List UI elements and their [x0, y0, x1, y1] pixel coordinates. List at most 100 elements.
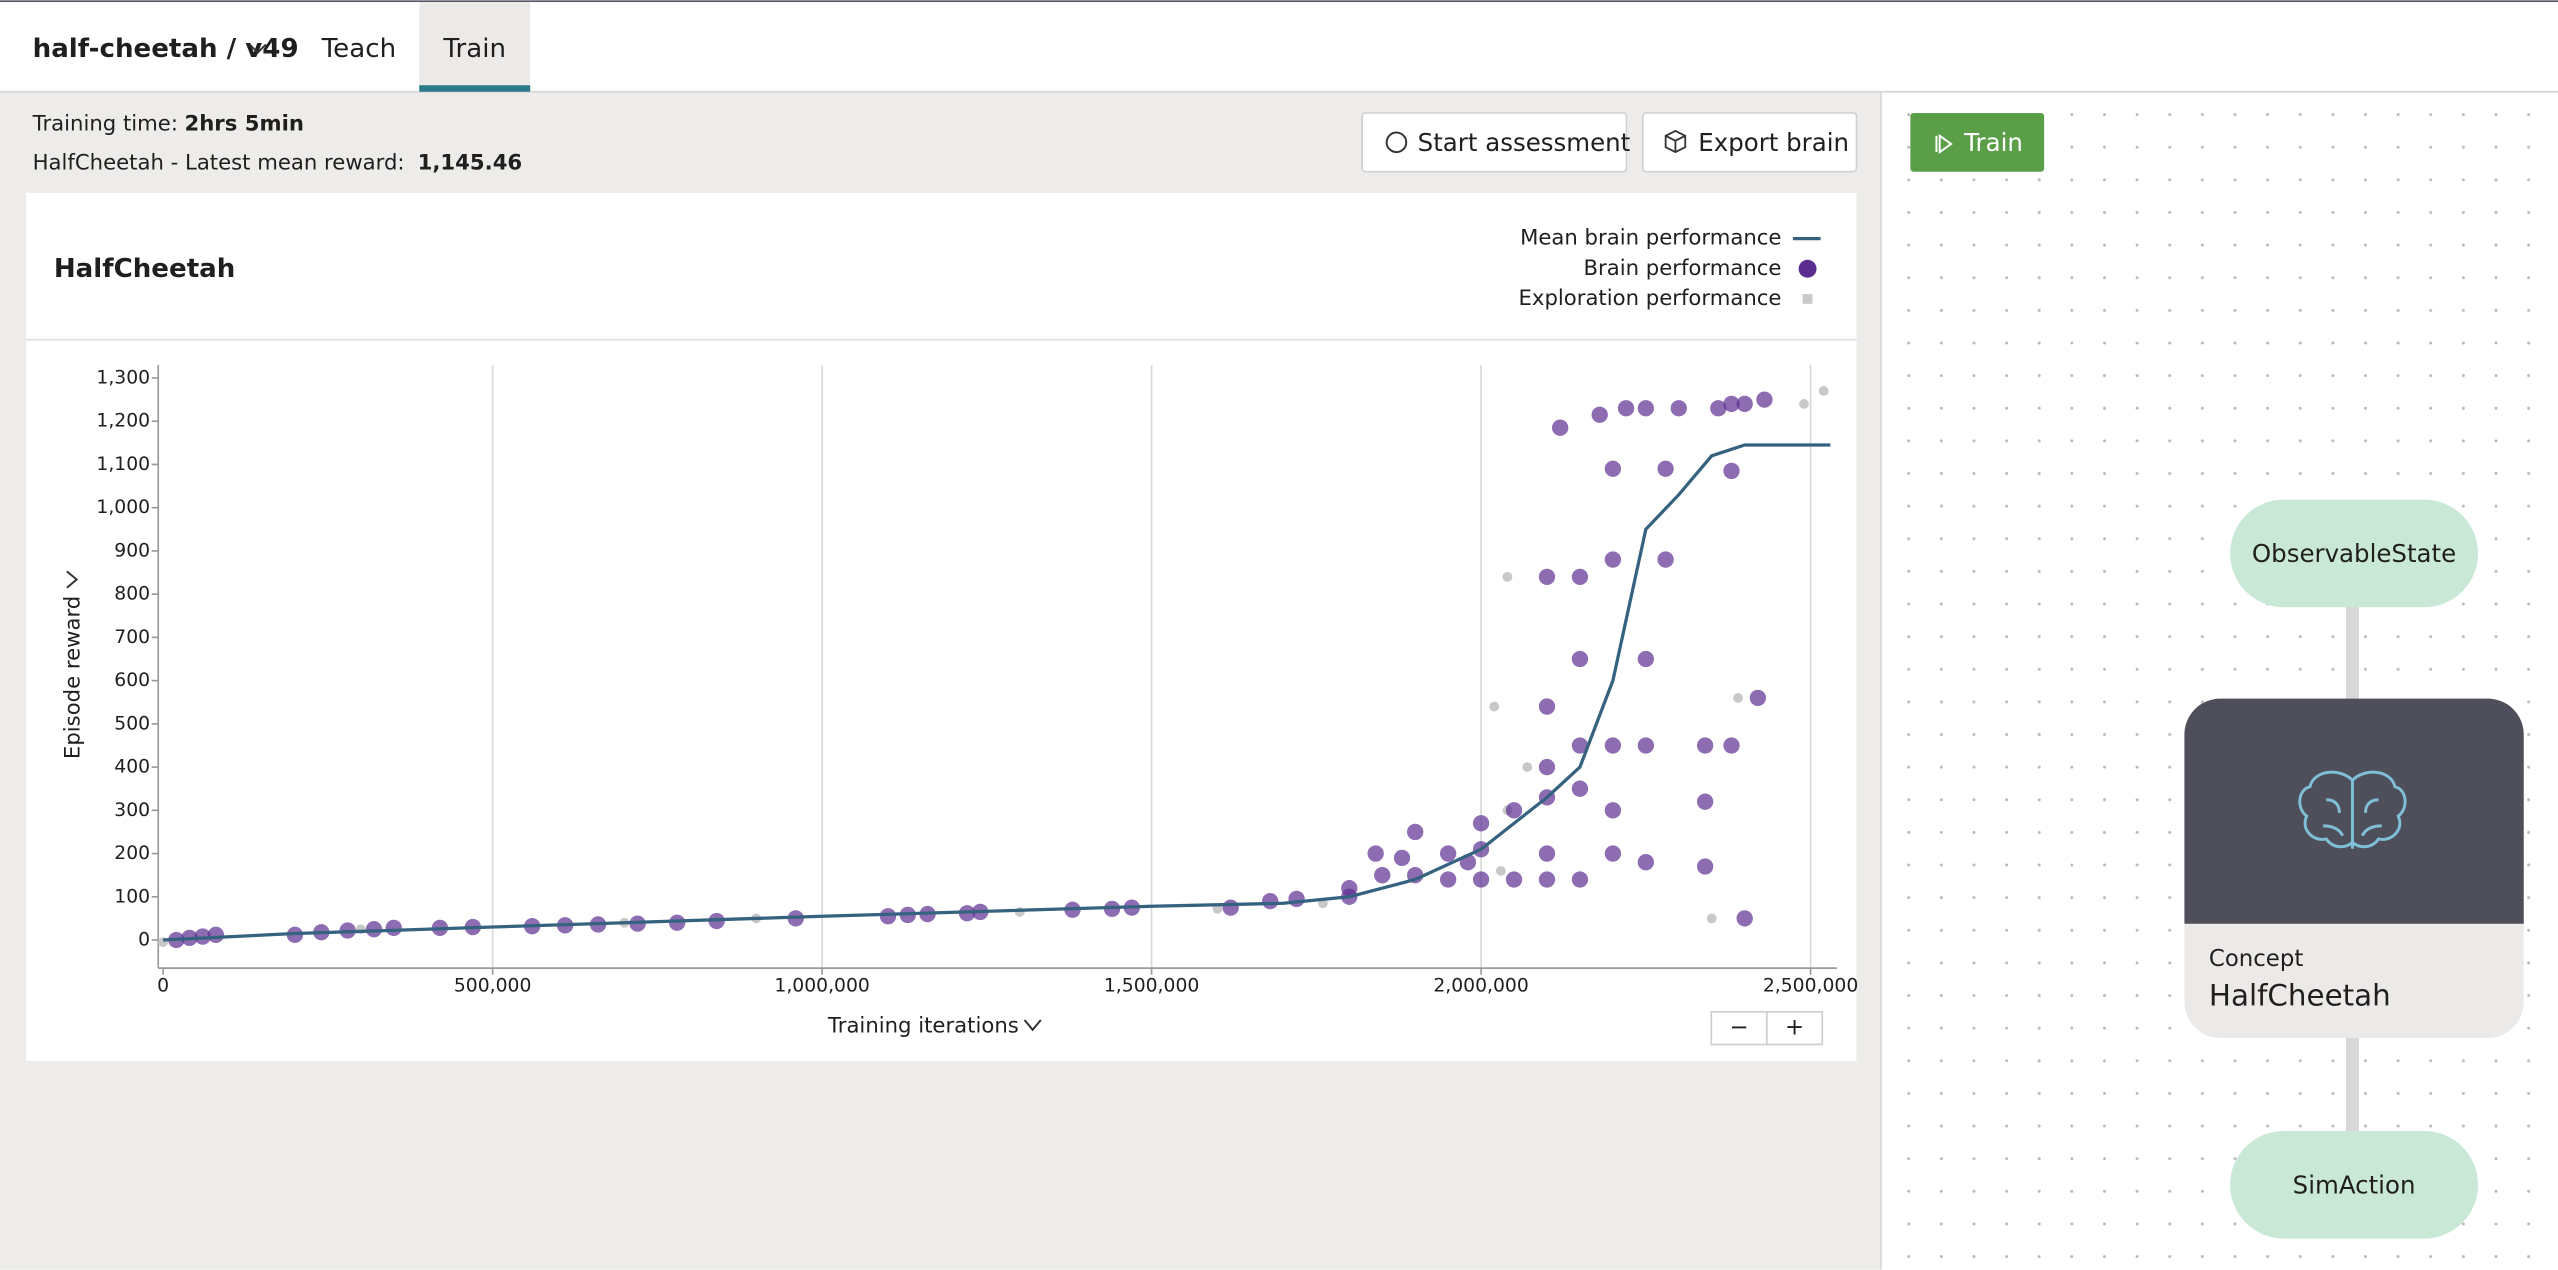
- brain-point: [1736, 910, 1753, 927]
- zoom-label[interactable]: +: [1785, 1015, 1804, 1041]
- exploration-point: [1818, 386, 1829, 396]
- button-label[interactable]: Start assessment: [1418, 128, 1631, 157]
- brain-point: [1341, 879, 1358, 897]
- brain-point: [1604, 802, 1622, 819]
- brain-point: [1604, 551, 1622, 568]
- status: Training time: 2hrs 5min HalfCheetah - Lat…: [32, 110, 523, 174]
- legend-label: Exploration performance: [1519, 285, 1782, 310]
- brain-point: [1538, 845, 1556, 862]
- label: HalfCheetah - Latest mean reward:: [33, 150, 405, 175]
- y-tick-label: 1,300: [96, 367, 150, 388]
- x-tick-label: 0: [157, 976, 169, 997]
- brain-point: [1288, 890, 1305, 908]
- legend-label: Mean brain performance: [1520, 225, 1781, 250]
- x-tick-label: 2,500,000: [1763, 976, 1858, 997]
- button-bg[interactable]: [1910, 112, 2045, 172]
- exploration-point: [1502, 571, 1513, 582]
- node-label[interactable]: ObservableState: [2252, 539, 2456, 568]
- brain-point: [385, 919, 402, 937]
- brain-point: [1571, 871, 1589, 888]
- brain-point: [1407, 823, 1424, 841]
- tab[interactable]: Train: [419, 2, 531, 92]
- brain-point: [1538, 698, 1556, 715]
- exploration-point: [1706, 913, 1717, 924]
- brain-point: [1262, 892, 1279, 910]
- tab[interactable]: Teach: [321, 34, 396, 64]
- node-bg[interactable]: [2230, 499, 2479, 608]
- legend-label: Brain performance: [1583, 255, 1781, 280]
- exploration-point: [1799, 399, 1809, 409]
- y-tick-label: 400: [114, 757, 150, 778]
- brain-point: [1367, 845, 1384, 862]
- y-tick-label: 500: [114, 713, 150, 734]
- concept-node[interactable]: Concept HalfCheetah: [2184, 698, 2524, 1038]
- mean-reward: HalfCheetah - Latest mean reward: 1,145.4…: [33, 150, 523, 175]
- brain-point: [1538, 871, 1556, 888]
- label: Training time:: [32, 110, 178, 135]
- brain-point: [1472, 815, 1490, 832]
- node-label[interactable]: HalfCheetah: [2209, 979, 2391, 1013]
- legend-marker: [1798, 259, 1817, 278]
- y-tick-label: 700: [114, 627, 150, 648]
- train-button[interactable]: Train: [1910, 112, 2045, 172]
- y-tick-label: 300: [114, 800, 150, 821]
- training-time: Training time: 2hrs 5min: [32, 110, 304, 135]
- tab-label[interactable]: Teach: [321, 34, 396, 64]
- y-tick-label: 800: [114, 584, 150, 605]
- button-label[interactable]: Export brain: [1698, 128, 1849, 157]
- button-label[interactable]: Train: [1963, 128, 2023, 157]
- button[interactable]: Export brain: [1641, 112, 1858, 173]
- brain-point: [1736, 395, 1753, 413]
- zoom-button[interactable]: −: [1710, 1011, 1768, 1046]
- connector: [2345, 604, 2359, 702]
- y-tick-label: 600: [114, 670, 150, 691]
- button-icon: [1385, 131, 1408, 154]
- brain-point: [1710, 400, 1727, 417]
- x-axis-label[interactable]: Training iterations: [827, 1013, 1019, 1038]
- y-tick-label: 0: [138, 930, 150, 951]
- node[interactable]: ObservableState: [2230, 499, 2479, 608]
- brain-point: [1749, 689, 1767, 707]
- brain-point: [365, 921, 383, 938]
- zoom-label[interactable]: −: [1729, 1015, 1748, 1041]
- button-bg[interactable]: [1361, 112, 1628, 173]
- brain-point: [1604, 845, 1622, 862]
- value: 1,145.46: [418, 150, 523, 175]
- y-tick-label: 200: [114, 843, 150, 864]
- brain-point: [1617, 400, 1635, 417]
- brain-point: [1505, 802, 1523, 819]
- mean-line: [163, 443, 1831, 942]
- zoom-button[interactable]: +: [1765, 1011, 1824, 1046]
- exploration-point: [1733, 693, 1743, 703]
- brain-point: [1538, 568, 1556, 586]
- zoom-bg[interactable]: [1710, 1011, 1768, 1046]
- play-icon: [1935, 133, 1953, 155]
- value: 2hrs 5min: [184, 110, 303, 135]
- x-tick-label: 500,000: [454, 976, 532, 997]
- brain-point: [1538, 758, 1556, 776]
- exploration-point: [1489, 701, 1500, 712]
- project-name[interactable]: half-cheetah / v49: [33, 34, 299, 64]
- brain-point: [1393, 849, 1411, 867]
- tab-label[interactable]: Train: [442, 34, 506, 64]
- brain-point: [1637, 400, 1654, 417]
- brain-point: [1571, 737, 1589, 754]
- button[interactable]: Start assessment: [1361, 112, 1631, 173]
- node-bg[interactable]: [2230, 1130, 2479, 1239]
- brain-point: [1657, 551, 1674, 568]
- button-bg[interactable]: [1641, 112, 1858, 173]
- brain-point: [1604, 460, 1622, 477]
- brain-point: [1552, 419, 1569, 436]
- header: half-cheetah / v49 Teach Train: [33, 2, 531, 92]
- brain-point: [207, 926, 225, 943]
- exploration-point: [1495, 865, 1506, 876]
- zoom-bg[interactable]: [1765, 1011, 1824, 1046]
- node-label[interactable]: SimAction: [2293, 1170, 2416, 1199]
- y-tick-label: 100: [114, 886, 150, 907]
- brain-point: [1637, 737, 1654, 754]
- brain-point: [1571, 650, 1589, 668]
- x-tick-label: 1,500,000: [1104, 976, 1199, 997]
- y-axis-label[interactable]: Episode reward: [59, 596, 84, 759]
- node[interactable]: SimAction: [2230, 1130, 2479, 1239]
